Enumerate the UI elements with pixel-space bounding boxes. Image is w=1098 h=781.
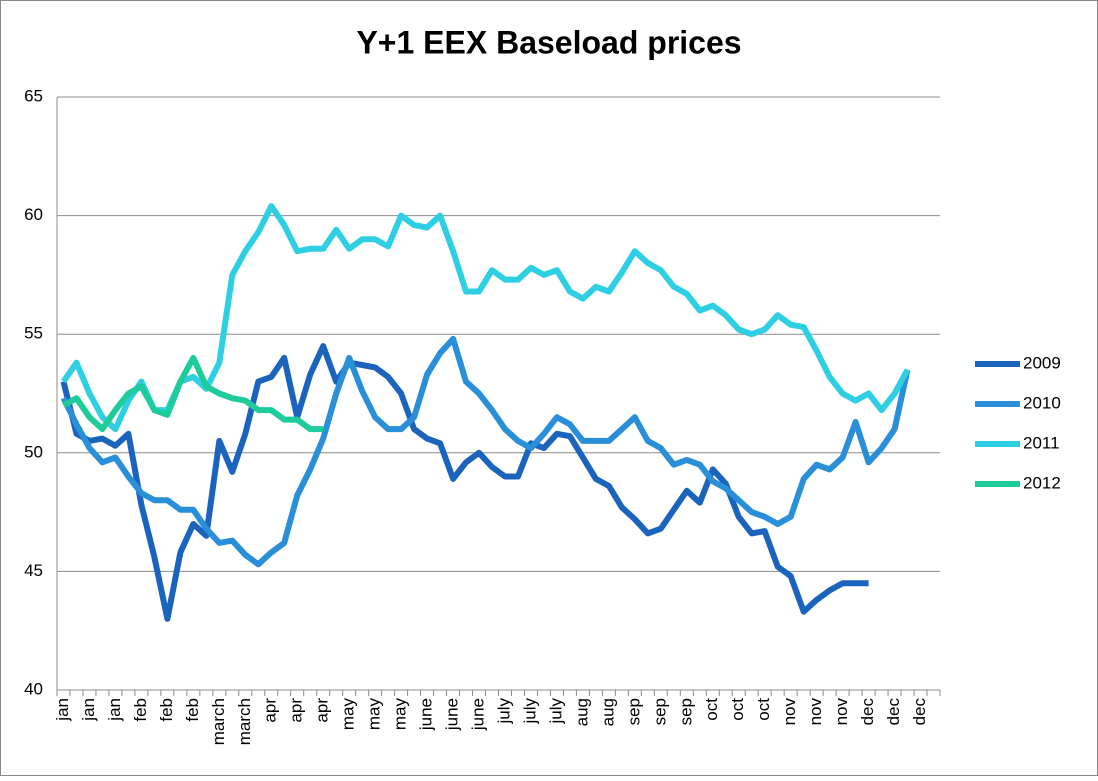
x-tick-label: jan [53, 698, 72, 722]
x-tick-label: sep [676, 698, 695, 725]
series-line [62, 354, 324, 433]
x-tick-label: march [209, 698, 228, 745]
x-tick-label: dec [858, 698, 877, 726]
x-tick-label: may [365, 698, 384, 731]
x-tick-label: july [546, 698, 565, 725]
x-tick-label: apr [261, 698, 280, 723]
y-tick-label: 40 [24, 679, 43, 698]
x-tick-label: jan [79, 698, 98, 722]
series-line [60, 335, 911, 568]
legend-label: 2011 [1023, 433, 1060, 452]
x-tick-label: nov [806, 698, 825, 726]
x-tick-label: dec [884, 698, 903, 726]
legend-label: 2012 [1023, 473, 1061, 492]
x-tick-label: july [520, 698, 539, 725]
x-tick-label: oct [728, 698, 747, 721]
x-tick-label: may [339, 698, 358, 731]
y-tick-label: 55 [24, 324, 43, 343]
y-tick-label: 50 [24, 442, 43, 461]
x-tick-label: sep [624, 698, 643, 725]
series-line [60, 343, 869, 622]
y-tick-label: 60 [24, 205, 43, 224]
legend-label: 2009 [1023, 353, 1061, 372]
x-tick-label: feb [157, 698, 176, 722]
chart-title: Y+1 EEX Baseload prices [356, 24, 741, 60]
x-tick-label: nov [832, 698, 851, 726]
x-tick-label: june [443, 698, 462, 731]
x-tick-label: march [235, 698, 254, 745]
x-tick-label: aug [598, 698, 617, 726]
x-tick-label: feb [183, 698, 202, 722]
x-tick-label: sep [650, 698, 669, 725]
y-tick-label: 45 [24, 561, 43, 580]
x-tick-label: apr [313, 698, 332, 723]
x-tick-label: feb [131, 698, 150, 722]
x-tick-label: jan [105, 698, 124, 722]
legend-label: 2010 [1023, 393, 1061, 412]
x-tick-label: oct [702, 698, 721, 721]
x-tick-label: june [469, 698, 488, 731]
x-tick-label: apr [287, 698, 306, 723]
x-tick-label: aug [572, 698, 591, 726]
x-tick-label: oct [754, 698, 773, 721]
x-tick-label: july [494, 698, 513, 725]
x-tick-label: june [417, 698, 436, 731]
x-tick-label: nov [780, 698, 799, 726]
x-tick-label: may [391, 698, 410, 731]
y-tick-label: 65 [24, 86, 43, 105]
x-tick-label: dec [910, 698, 929, 726]
